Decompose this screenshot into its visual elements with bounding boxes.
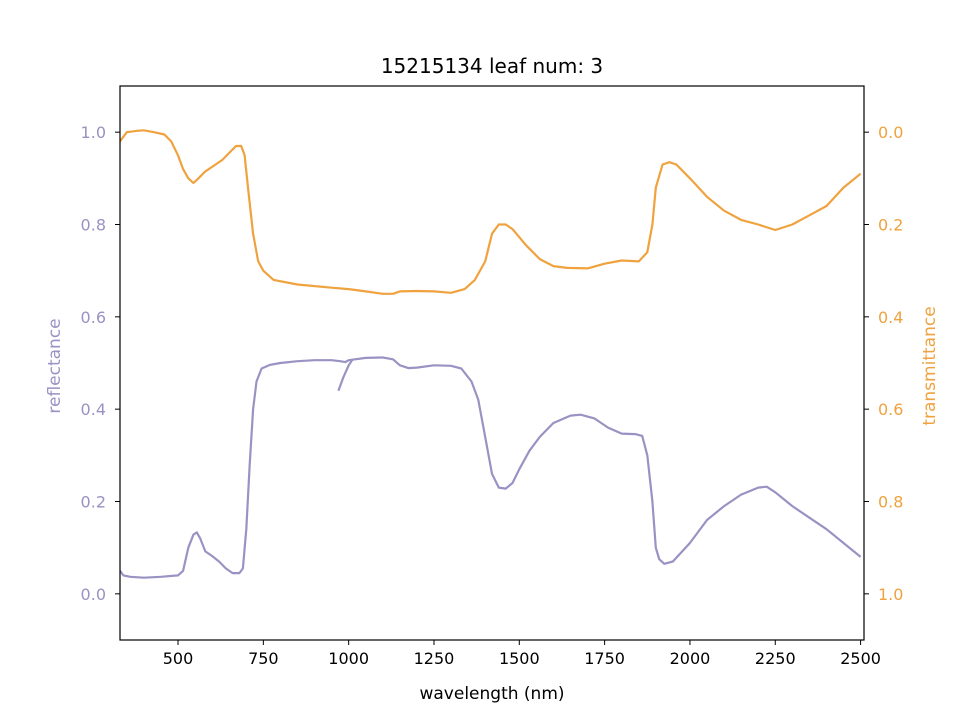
right-y-tick-label: 1.0 (878, 585, 903, 604)
series-layer (120, 129, 862, 579)
x-tick-label: 1000 (328, 649, 369, 668)
right-y-axis-title: transmittance (920, 306, 940, 425)
reflectance-line-0 (120, 356, 862, 579)
plot-frame (119, 85, 865, 641)
x-tick-label: 1750 (584, 649, 625, 668)
left-y-tick-label: 0.6 (81, 308, 106, 327)
x-tick-label: 1500 (499, 649, 540, 668)
left-y-tick-label: 0.4 (81, 400, 106, 419)
transmittance-line-2 (120, 129, 862, 295)
x-tick-label: 2250 (755, 649, 796, 668)
left-y-tick-label: 0.2 (81, 493, 106, 512)
chart-title: 15215134 leaf num: 3 (381, 54, 603, 78)
right-y-tick-label: 0.4 (878, 308, 903, 327)
left-y-tick-label: 0.0 (81, 585, 106, 604)
right-y-tick-label: 0.2 (878, 216, 903, 235)
x-tick-label: 500 (163, 649, 194, 668)
x-axis: 500 750 1000 1250 1500 1750 2000 2250 2500 (163, 640, 881, 668)
left-y-axis-title: reflectance (45, 318, 65, 413)
left-y-axis: 0.0 0.2 0.4 0.6 0.8 1.0 (81, 123, 120, 604)
left-y-tick-label: 0.8 (81, 216, 106, 235)
x-tick-label: 750 (248, 649, 279, 668)
right-y-tick-label: 0.6 (878, 400, 903, 419)
right-y-tick-label: 0.0 (878, 123, 903, 142)
reflectance-line-1 (337, 359, 354, 392)
x-tick-label: 1250 (414, 649, 455, 668)
left-y-tick-label: 1.0 (81, 123, 106, 142)
x-axis-title: wavelength (nm) (419, 684, 564, 704)
right-y-axis: 0.0 0.2 0.4 0.6 0.8 1.0 (864, 123, 903, 604)
x-tick-label: 2000 (670, 649, 711, 668)
right-y-tick-label: 0.8 (878, 493, 903, 512)
x-tick-label: 2500 (840, 649, 881, 668)
